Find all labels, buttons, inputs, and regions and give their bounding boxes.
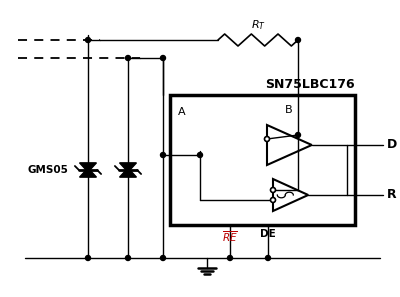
- Circle shape: [86, 255, 90, 260]
- Text: DE: DE: [260, 229, 276, 239]
- Circle shape: [160, 152, 166, 157]
- Circle shape: [86, 37, 90, 42]
- Text: R: R: [387, 189, 397, 201]
- Polygon shape: [120, 163, 136, 172]
- Circle shape: [228, 255, 232, 260]
- Circle shape: [160, 56, 166, 61]
- Circle shape: [126, 56, 130, 61]
- Polygon shape: [120, 168, 136, 177]
- Polygon shape: [80, 163, 96, 172]
- Text: B: B: [285, 105, 293, 115]
- Bar: [170, 95, 355, 225]
- Text: D: D: [387, 138, 397, 151]
- Circle shape: [126, 255, 130, 260]
- Text: $R_T$: $R_T$: [250, 18, 266, 32]
- Circle shape: [160, 255, 166, 260]
- Text: SN75LBC176: SN75LBC176: [265, 78, 355, 91]
- Circle shape: [296, 132, 300, 138]
- Polygon shape: [80, 168, 96, 177]
- Circle shape: [266, 255, 270, 260]
- Text: A: A: [178, 107, 186, 117]
- Text: $\overline{RE}$: $\overline{RE}$: [222, 229, 238, 244]
- Circle shape: [270, 198, 276, 203]
- Text: GMS05: GMS05: [27, 165, 68, 175]
- Circle shape: [296, 37, 300, 42]
- Circle shape: [198, 152, 202, 157]
- Circle shape: [264, 137, 270, 141]
- Circle shape: [270, 187, 276, 192]
